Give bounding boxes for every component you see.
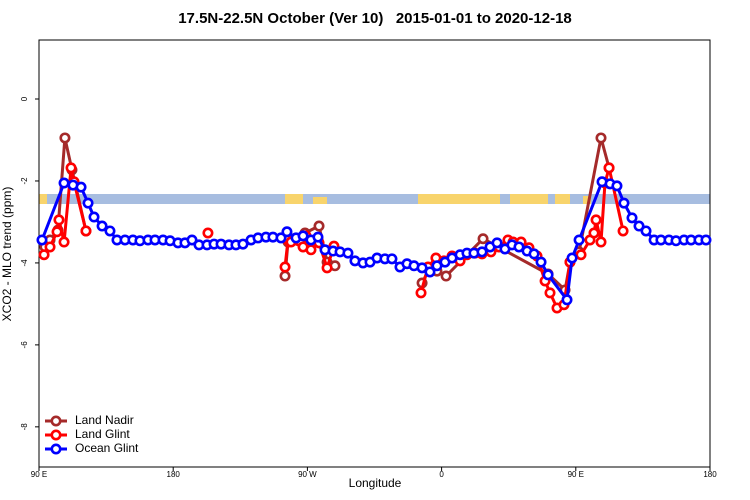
land-patch [418, 194, 500, 204]
data-point [104, 225, 116, 237]
land-patch [555, 194, 570, 204]
data-point [88, 211, 100, 223]
land-patch [510, 194, 548, 204]
legend-label: Land Nadir [75, 413, 134, 427]
data-point [544, 287, 556, 299]
x-tick-label: 180 [703, 470, 717, 479]
x-tick-label: 90 E [31, 470, 47, 479]
data-point [58, 236, 70, 248]
data-point [640, 225, 652, 237]
data-point [595, 132, 607, 144]
data-point [38, 249, 50, 261]
data-point [618, 197, 630, 209]
data-point [44, 241, 56, 253]
data-point [186, 234, 198, 246]
data-point [281, 226, 293, 238]
data-point [603, 162, 615, 174]
land-patch [285, 194, 303, 204]
ocean-band [39, 194, 710, 204]
data-point [65, 162, 77, 174]
y-tick-label: 0 [20, 96, 29, 101]
data-point [477, 233, 489, 245]
x-axis-label: Longitude [349, 476, 402, 490]
data-point [476, 246, 488, 258]
x-tick-label: 0 [439, 470, 444, 479]
data-point [342, 247, 354, 259]
data-point [237, 238, 249, 250]
legend-marker [50, 415, 62, 427]
legend-label: Land Glint [75, 427, 130, 441]
data-point [82, 197, 94, 209]
data-point [36, 234, 48, 246]
y-tick-label: -8 [20, 423, 29, 431]
data-point [321, 262, 333, 274]
data-point [700, 234, 712, 246]
data-point [313, 220, 325, 232]
data-point [279, 261, 291, 273]
data-point [535, 256, 547, 268]
data-point [528, 248, 540, 260]
data-point [491, 237, 503, 249]
data-point [633, 220, 645, 232]
y-tick-label: -6 [20, 341, 29, 349]
data-point [595, 236, 607, 248]
land-patch [313, 197, 327, 204]
data-point [305, 244, 317, 256]
legend-label: Ocean Glint [75, 441, 139, 455]
land-patch [583, 196, 591, 204]
chart-title: 17.5N-22.5N October (Ver 10) 2015-01-01 … [178, 10, 572, 27]
data-point [416, 262, 428, 274]
data-point [279, 270, 291, 282]
data-point [275, 232, 287, 244]
plot-marks [36, 132, 712, 314]
data-point [297, 230, 309, 242]
data-point [202, 227, 214, 239]
data-point [611, 180, 623, 192]
data-point [626, 212, 638, 224]
data-point [312, 231, 324, 243]
y-axis-label: XCO2 - MLO trend (ppm) [0, 187, 14, 322]
data-point [542, 269, 554, 281]
data-point [59, 132, 71, 144]
data-point [575, 249, 587, 261]
data-point [80, 225, 92, 237]
x-tick-label: 180 [167, 470, 181, 479]
data-point [566, 252, 578, 264]
land-patch [39, 194, 47, 204]
data-point [386, 253, 398, 265]
data-point [513, 241, 525, 253]
data-point [617, 225, 629, 237]
data-point [573, 234, 585, 246]
data-point [415, 287, 427, 299]
data-point [424, 266, 436, 278]
legend-marker [50, 429, 62, 441]
data-point [53, 214, 65, 226]
data-point [58, 177, 70, 189]
data-point [96, 220, 108, 232]
y-tick-label: -4 [20, 259, 29, 267]
data-point [51, 226, 63, 238]
land-strip [39, 194, 710, 204]
y-tick-label: -2 [20, 177, 29, 185]
data-point [561, 294, 573, 306]
data-point [590, 214, 602, 226]
x-tick-label: 90 E [568, 470, 584, 479]
data-point [75, 181, 87, 193]
data-point [440, 270, 452, 282]
x-tick-label: 90 W [298, 470, 317, 479]
legend-marker [50, 443, 62, 455]
data-point [588, 227, 600, 239]
